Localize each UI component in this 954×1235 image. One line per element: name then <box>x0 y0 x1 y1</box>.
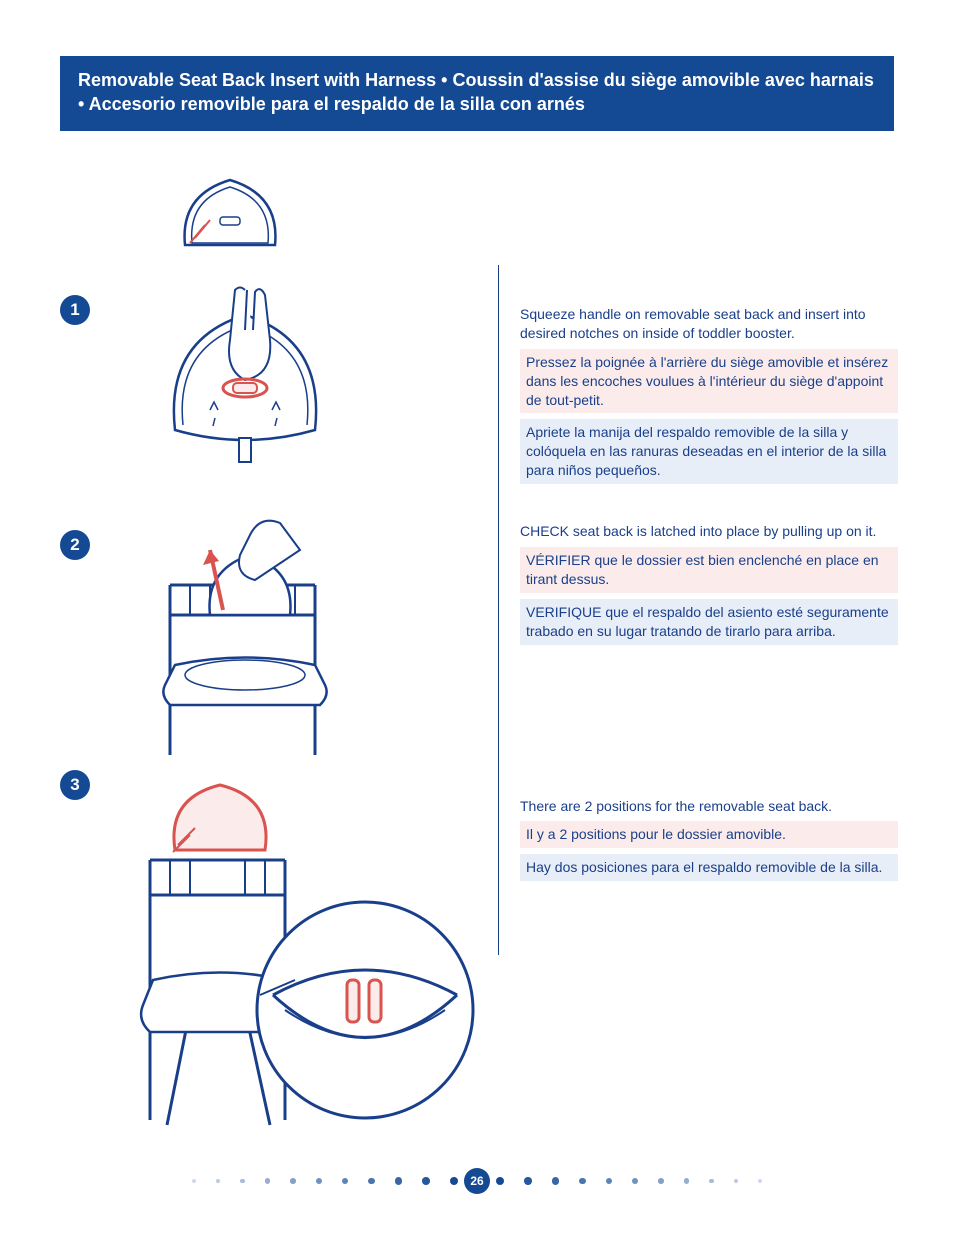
step-2-fr: VÉRIFIER que le dossier est bien enclenc… <box>520 547 898 593</box>
illustration-step-3 <box>95 780 475 1140</box>
text-column: Squeeze handle on removable seat back an… <box>520 165 898 905</box>
step-1-en: Squeeze handle on removable seat back an… <box>520 305 898 343</box>
illustration-step-2 <box>115 515 375 765</box>
step-1-text: Squeeze handle on removable seat back an… <box>520 305 898 484</box>
check-latch-icon <box>115 515 375 765</box>
step-1-fr: Pressez la poignée à l'arrière du siège … <box>520 349 898 414</box>
step-3-text: There are 2 positions for the removable … <box>520 797 898 882</box>
section-header: Removable Seat Back Insert with Harness … <box>60 56 894 131</box>
step-3-fr: Il y a 2 positions pour le dossier amovi… <box>520 821 898 848</box>
seat-back-icon <box>170 165 290 265</box>
page-number: 26 <box>464 1168 490 1194</box>
step-2-es: VERIFIQUE que el respaldo del asiento es… <box>520 599 898 645</box>
step-3-es: Hay dos posiciones para el respaldo remo… <box>520 854 898 881</box>
step-2-text: CHECK seat back is latched into place by… <box>520 522 898 644</box>
step-2-en: CHECK seat back is latched into place by… <box>520 522 898 541</box>
footer-dots-left <box>192 1177 458 1185</box>
footer-dots-right <box>496 1177 762 1185</box>
step-1-es: Apriete la manija del respaldo removible… <box>520 419 898 484</box>
column-divider <box>498 265 499 955</box>
illustration-step-1 <box>155 280 335 470</box>
illustration-column: 1 2 <box>60 165 490 1145</box>
squeeze-handle-icon <box>155 280 335 470</box>
illustration-seat-back-top <box>170 165 290 265</box>
content-area: 1 2 <box>60 165 894 1145</box>
step-badge-2: 2 <box>60 530 90 560</box>
step-3-en: There are 2 positions for the removable … <box>520 797 898 816</box>
header-title: Removable Seat Back Insert with Harness … <box>78 68 876 117</box>
positions-icon <box>95 780 475 1140</box>
page-footer: 26 <box>0 1169 954 1193</box>
step-badge-3: 3 <box>60 770 90 800</box>
step-badge-1: 1 <box>60 295 90 325</box>
